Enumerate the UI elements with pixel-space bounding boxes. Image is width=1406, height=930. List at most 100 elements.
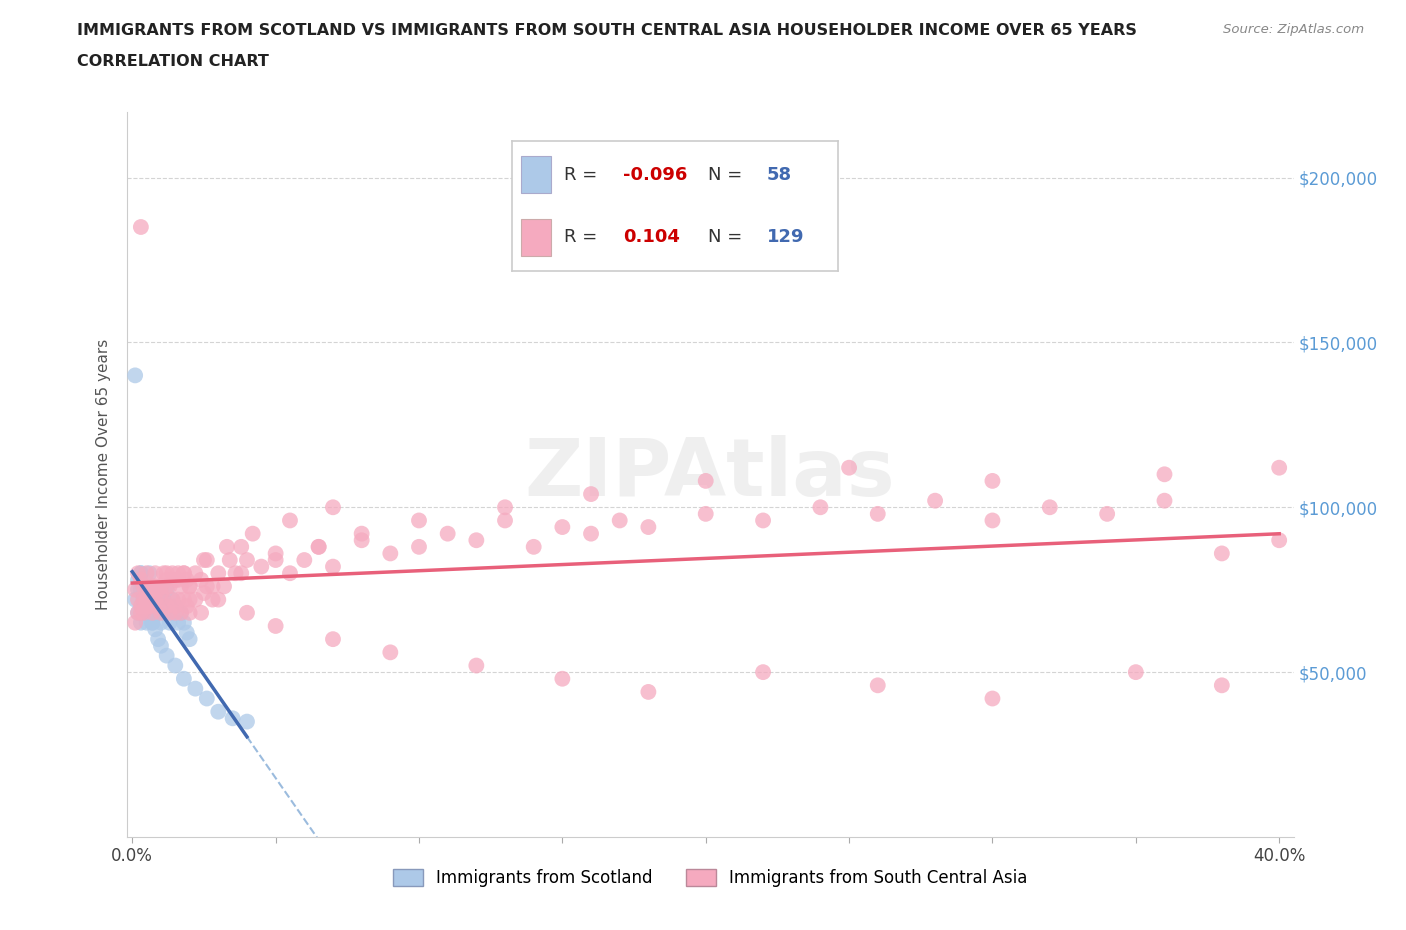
Point bbox=[207, 592, 229, 607]
Point bbox=[551, 520, 574, 535]
Point bbox=[129, 582, 152, 597]
Point bbox=[162, 592, 184, 607]
Point bbox=[127, 582, 149, 597]
Point bbox=[141, 616, 163, 631]
Point bbox=[236, 552, 259, 567]
Point bbox=[190, 572, 212, 587]
Point bbox=[135, 599, 157, 614]
Point bbox=[322, 559, 344, 574]
Point bbox=[156, 579, 179, 594]
Point bbox=[138, 605, 160, 620]
Point bbox=[1153, 493, 1175, 508]
Point bbox=[184, 681, 207, 696]
Point bbox=[138, 599, 160, 614]
Point bbox=[322, 499, 344, 514]
Point bbox=[579, 526, 602, 541]
Point bbox=[127, 572, 149, 587]
Point bbox=[231, 539, 253, 554]
Point bbox=[201, 592, 224, 607]
Point bbox=[380, 546, 402, 561]
Point bbox=[138, 582, 160, 597]
Point bbox=[184, 592, 207, 607]
Point bbox=[173, 565, 195, 580]
Point bbox=[494, 513, 516, 528]
Point bbox=[1125, 665, 1147, 680]
Point bbox=[866, 678, 889, 693]
Point bbox=[838, 460, 860, 475]
Point bbox=[162, 592, 184, 607]
Point bbox=[165, 599, 187, 614]
Point bbox=[143, 579, 166, 594]
Point bbox=[162, 565, 184, 580]
Text: ZIPAtlas: ZIPAtlas bbox=[524, 435, 896, 513]
Point bbox=[212, 579, 235, 594]
Point bbox=[752, 665, 775, 680]
Point bbox=[579, 486, 602, 501]
Point bbox=[380, 644, 402, 659]
Point bbox=[810, 499, 832, 514]
Point bbox=[752, 513, 775, 528]
Point bbox=[165, 658, 187, 673]
Point bbox=[236, 605, 259, 620]
Point bbox=[132, 605, 155, 620]
Point bbox=[156, 572, 179, 587]
Point bbox=[173, 565, 195, 580]
Point bbox=[149, 586, 172, 601]
Point bbox=[141, 592, 163, 607]
Point bbox=[127, 605, 149, 620]
Point bbox=[170, 605, 193, 620]
Point bbox=[135, 592, 157, 607]
Text: CORRELATION CHART: CORRELATION CHART bbox=[77, 54, 269, 69]
Point bbox=[138, 565, 160, 580]
Point bbox=[221, 711, 243, 725]
Point bbox=[127, 565, 149, 580]
Text: IMMIGRANTS FROM SCOTLAND VS IMMIGRANTS FROM SOUTH CENTRAL ASIA HOUSEHOLDER INCOM: IMMIGRANTS FROM SCOTLAND VS IMMIGRANTS F… bbox=[77, 23, 1137, 38]
Point bbox=[278, 565, 301, 580]
Point bbox=[184, 565, 207, 580]
Point bbox=[135, 592, 157, 607]
Point bbox=[138, 599, 160, 614]
Point bbox=[179, 592, 201, 607]
Point bbox=[146, 592, 169, 607]
Point bbox=[129, 565, 152, 580]
Point bbox=[523, 539, 546, 554]
Point bbox=[159, 579, 181, 594]
Point bbox=[207, 704, 229, 719]
Point bbox=[156, 582, 179, 597]
Point bbox=[159, 605, 181, 620]
Point bbox=[132, 592, 155, 607]
Point bbox=[156, 605, 179, 620]
Point bbox=[135, 592, 157, 607]
Point bbox=[146, 582, 169, 597]
Point bbox=[173, 671, 195, 686]
Point bbox=[494, 499, 516, 514]
Point bbox=[193, 586, 215, 601]
Point bbox=[146, 599, 169, 614]
Point bbox=[551, 671, 574, 686]
Point bbox=[1268, 533, 1291, 548]
Point bbox=[408, 513, 430, 528]
Point bbox=[1211, 678, 1233, 693]
Point bbox=[167, 616, 190, 631]
Point bbox=[127, 605, 149, 620]
Point bbox=[218, 552, 240, 567]
Point bbox=[195, 552, 218, 567]
Point bbox=[224, 565, 246, 580]
Point bbox=[193, 552, 215, 567]
Point bbox=[127, 592, 149, 607]
Point bbox=[465, 533, 488, 548]
Point bbox=[350, 526, 373, 541]
Point bbox=[264, 546, 287, 561]
Point bbox=[215, 539, 238, 554]
Point bbox=[132, 592, 155, 607]
Point bbox=[141, 599, 163, 614]
Point bbox=[264, 618, 287, 633]
Point bbox=[292, 552, 315, 567]
Point bbox=[173, 592, 195, 607]
Point bbox=[149, 599, 172, 614]
Point bbox=[143, 605, 166, 620]
Point bbox=[278, 513, 301, 528]
Point bbox=[242, 526, 264, 541]
Point bbox=[159, 616, 181, 631]
Point bbox=[138, 582, 160, 597]
